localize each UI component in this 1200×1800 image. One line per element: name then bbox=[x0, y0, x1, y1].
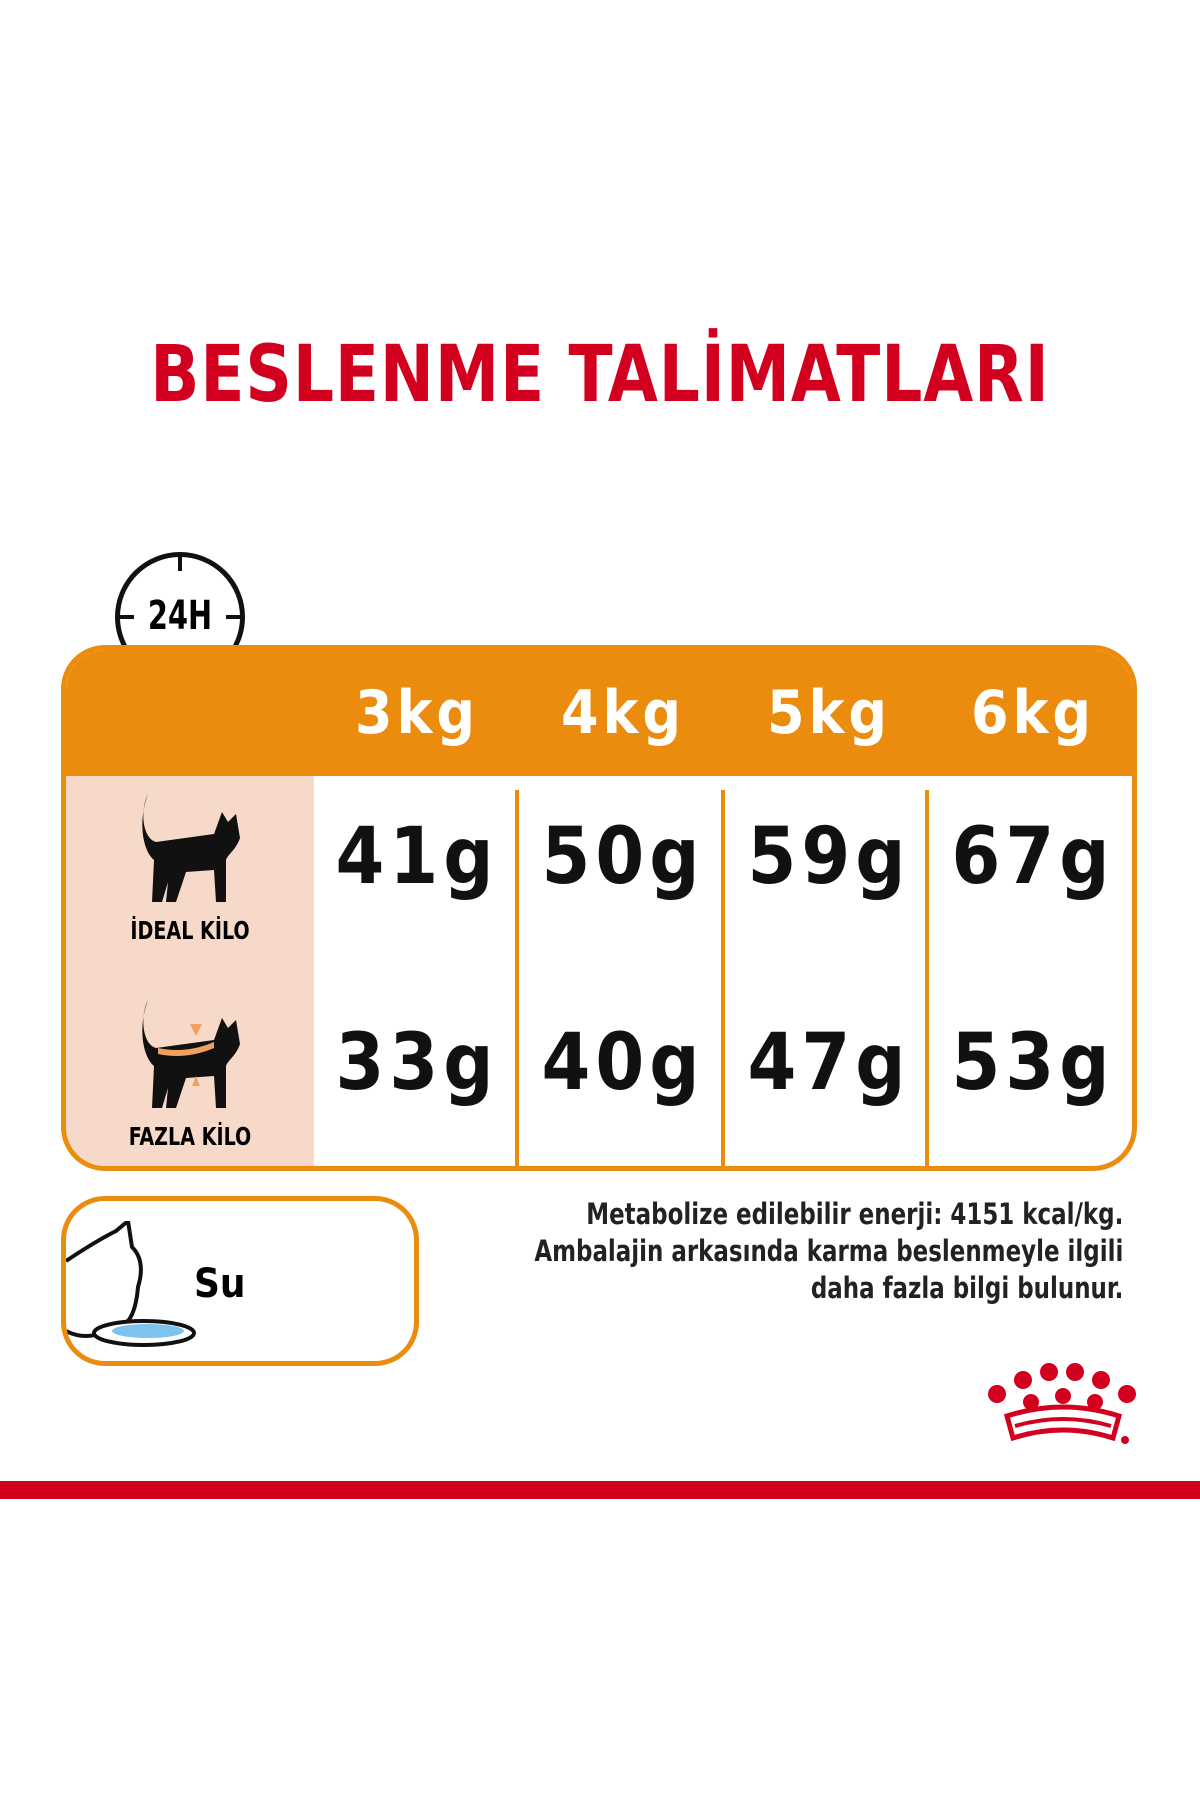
overweight-cat-icon bbox=[142, 1000, 240, 1108]
table-cell: 47g bbox=[747, 1018, 911, 1108]
column-header: 6kg bbox=[970, 678, 1096, 748]
column-header: 3kg bbox=[354, 678, 480, 748]
table-cell: 59g bbox=[747, 812, 911, 902]
feeding-table: 3kg 4kg 5kg 6kg İDEAL KİLO FAZLA KİLO 41… bbox=[61, 645, 1137, 1171]
row-label: FAZLA KİLO bbox=[128, 1122, 252, 1151]
note-line: daha fazla bilgi bulunur. bbox=[810, 1271, 1123, 1305]
page-title: BESLENME TALİMATLARI bbox=[150, 330, 1050, 420]
water-box: Su bbox=[61, 1196, 419, 1366]
divider bbox=[925, 790, 929, 1166]
table-cell: 33g bbox=[335, 1018, 499, 1108]
table-cell: 40g bbox=[541, 1018, 705, 1108]
water-label: Su bbox=[194, 1261, 246, 1307]
table-header bbox=[66, 650, 1132, 776]
table-cell: 41g bbox=[335, 812, 499, 902]
column-header: 5kg bbox=[766, 678, 892, 748]
table-cell: 50g bbox=[541, 812, 705, 902]
table-cell: 67g bbox=[951, 812, 1115, 902]
row-label: İDEAL KİLO bbox=[130, 916, 250, 945]
divider bbox=[721, 790, 725, 1166]
cat-drinking-water-icon bbox=[66, 1221, 196, 1347]
table-cell: 53g bbox=[951, 1018, 1115, 1108]
note-line: Ambalajin arkasında karma beslenmeyle il… bbox=[534, 1234, 1123, 1268]
brand-red-bar bbox=[0, 1481, 1200, 1499]
column-header: 4kg bbox=[560, 678, 686, 748]
royal-canin-logo bbox=[988, 1363, 1136, 1444]
ideal-cat-icon bbox=[142, 794, 240, 902]
divider bbox=[515, 790, 519, 1166]
energy-note: Metabolize edilebilir enerji: 4151 kcal/… bbox=[534, 1196, 1123, 1307]
clock-label: 24H bbox=[147, 593, 213, 639]
note-line: Metabolize edilebilir enerji: 4151 kcal/… bbox=[585, 1197, 1123, 1231]
